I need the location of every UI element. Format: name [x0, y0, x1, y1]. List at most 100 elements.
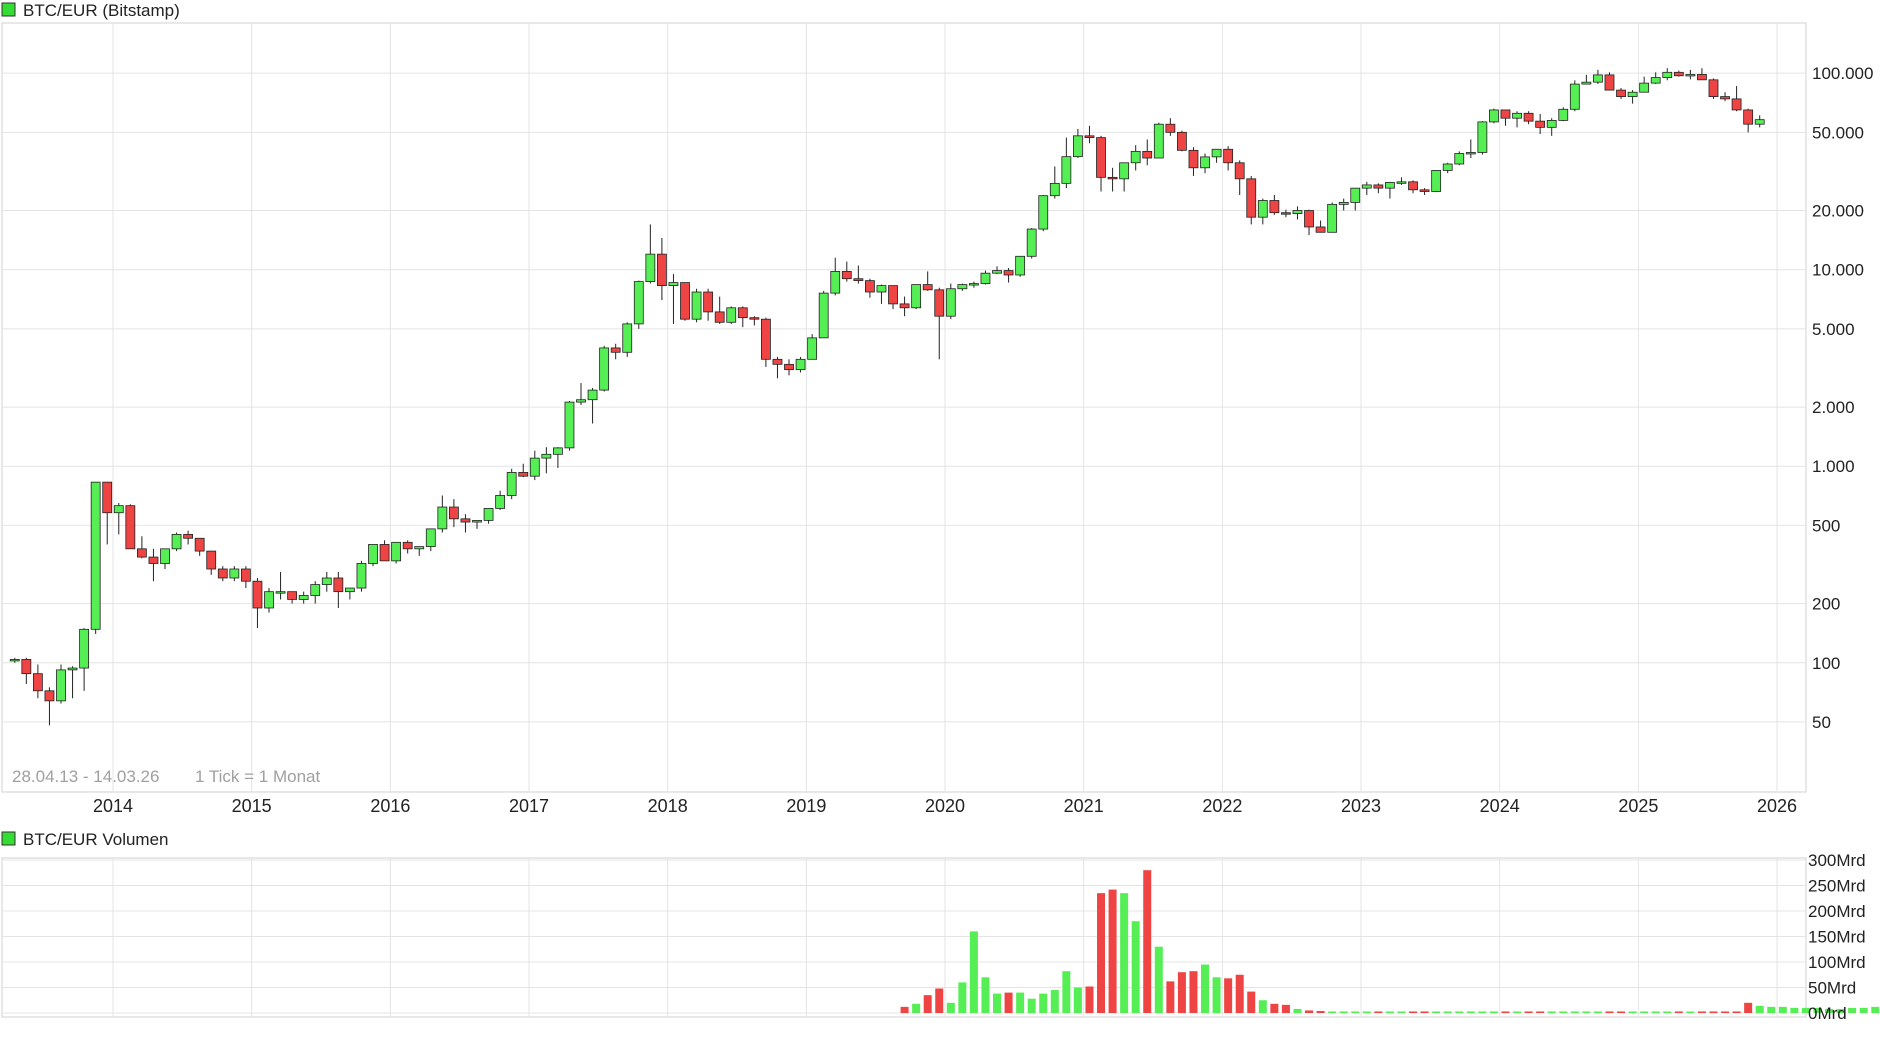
candle-up: [818, 292, 829, 339]
candle-down: [1616, 89, 1626, 97]
volume-bar: [1154, 946, 1163, 1013]
volume-bar: [1778, 1006, 1787, 1013]
candle-up: [726, 307, 737, 323]
candle-down: [888, 285, 898, 305]
candle-down: [518, 472, 529, 477]
volume-bar: [1547, 1011, 1556, 1013]
volume-legend: BTC/EUR Volumen: [1, 830, 169, 849]
candle-down: [206, 550, 217, 570]
volume-bar: [1744, 1002, 1753, 1013]
candle-up: [1026, 228, 1037, 257]
price-y-tick-label: 50: [1812, 713, 1831, 732]
candle-up: [587, 389, 598, 401]
candle-up: [1569, 83, 1580, 110]
price-x-tick-label: 2018: [648, 796, 688, 816]
candle-up: [90, 481, 101, 630]
volume-bar: [1732, 1011, 1741, 1013]
price-x-tick-label: 2024: [1480, 796, 1520, 816]
candle-down: [1281, 212, 1291, 215]
volume-plot-frame: [1, 857, 1807, 1018]
candle-down: [1500, 109, 1511, 119]
volume-bar: [1247, 991, 1256, 1013]
candle-down: [333, 577, 344, 593]
candle-down: [1084, 135, 1095, 139]
volume-bar: [935, 988, 944, 1013]
volume-bar: [1016, 992, 1025, 1013]
candle-down: [865, 280, 875, 293]
volume-bar: [1536, 1011, 1545, 1013]
candle-up: [1465, 152, 1476, 155]
volume-bar: [1559, 1011, 1568, 1013]
candle-up: [437, 506, 448, 530]
volume-bar: [1166, 981, 1175, 1013]
candle-up: [599, 347, 610, 391]
candle-up: [992, 270, 1002, 274]
candle-up: [564, 401, 575, 449]
candle-up: [1650, 77, 1661, 84]
candle-down: [1535, 120, 1546, 128]
volume-bars: [900, 870, 1880, 1013]
volume-bar: [1767, 1006, 1776, 1013]
price-x-tick-label: 2022: [1202, 796, 1242, 816]
candle-up: [1038, 195, 1049, 230]
candle-down: [402, 541, 413, 550]
candle-up: [1061, 156, 1072, 184]
volume-bar: [1825, 1008, 1834, 1013]
candle-up: [356, 563, 367, 589]
volume-bar: [1108, 889, 1117, 1013]
candle-up: [1350, 187, 1361, 203]
volume-y-tick-label: 50Mrd: [1808, 979, 1856, 998]
volume-bar: [1189, 971, 1198, 1013]
candle-down: [44, 690, 55, 702]
candle-up: [830, 271, 841, 294]
volume-y-ticks: 0Mrd 50Mrd 100Mrd 150Mrd 200Mrd 250Mrd 300Mrd: [1808, 851, 1866, 1023]
volume-bar: [1027, 998, 1036, 1013]
candle-up: [969, 283, 979, 286]
volume-bar: [1443, 1011, 1452, 1013]
candle-down: [1523, 112, 1534, 122]
candle-down: [1177, 131, 1187, 151]
volume-bar: [1478, 1011, 1487, 1013]
candle-up: [576, 399, 586, 403]
candle-up: [876, 285, 887, 293]
price-chart-title: BTC/EUR (Bitstamp): [23, 1, 180, 20]
volume-bar: [1524, 1011, 1533, 1013]
candle-up: [541, 453, 552, 459]
candle-up: [1581, 81, 1592, 85]
candle-down: [1304, 210, 1314, 228]
tick-interval-label: 1 Tick = 1 Monat: [195, 767, 320, 786]
candle-down: [761, 318, 771, 360]
candle-up: [1685, 74, 1696, 77]
volume-bar: [1801, 1007, 1810, 1013]
volume-y-tick-label: 150Mrd: [1808, 928, 1866, 947]
candle-up: [1754, 119, 1765, 125]
candle-down: [217, 568, 228, 579]
volume-bar: [1709, 1011, 1718, 1013]
price-y-tick-label: 100.000: [1812, 64, 1873, 83]
volume-bar: [1617, 1011, 1626, 1013]
candle-up: [645, 253, 656, 282]
candle-up: [1257, 200, 1268, 218]
volume-bar: [1362, 1011, 1371, 1013]
volume-bar: [1697, 1011, 1706, 1013]
volume-bar: [1813, 1007, 1822, 1013]
candle-down: [194, 537, 205, 552]
candle-down: [32, 673, 43, 692]
candle-up: [1385, 182, 1395, 189]
candle-up: [1442, 163, 1453, 171]
price-y-tick-label: 50.000: [1812, 123, 1864, 142]
price-x-tick-label: 2019: [786, 796, 826, 816]
candle-up: [622, 323, 633, 353]
candle-down: [1142, 150, 1153, 159]
volume-bar: [1420, 1011, 1429, 1013]
candle-up: [1327, 203, 1338, 233]
candle-down: [657, 253, 667, 287]
candle-up: [807, 337, 818, 360]
volume-bar: [1316, 1010, 1325, 1013]
price-y-tick-label: 20.000: [1812, 202, 1864, 221]
volume-bar: [1651, 1011, 1660, 1013]
price-x-tick-label: 2020: [925, 796, 965, 816]
candle-up: [1153, 123, 1164, 159]
volume-bar: [1466, 1011, 1475, 1013]
